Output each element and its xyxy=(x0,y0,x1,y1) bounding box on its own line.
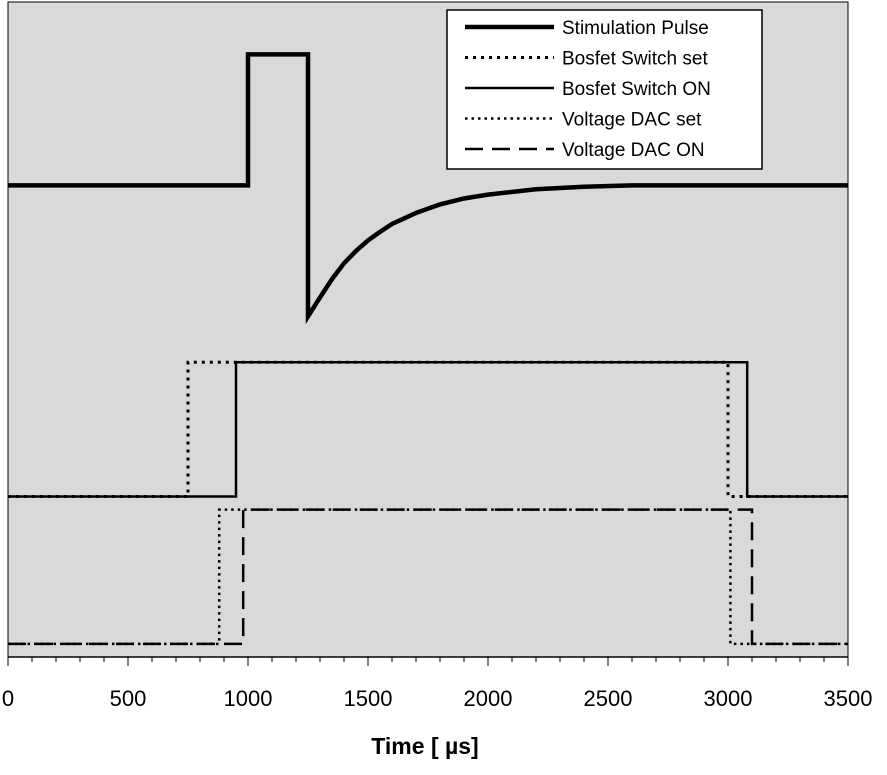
legend: Stimulation Pulse Bosfet Switch set Bosfet… xyxy=(446,9,763,170)
series-line-3 xyxy=(8,361,848,498)
legend-box xyxy=(446,9,763,170)
x-tick-label: 3000 xyxy=(704,686,753,711)
series-line-5 xyxy=(8,508,848,646)
x-tick-label: 0 xyxy=(2,686,14,711)
legend-label-1: Stimulation Pulse xyxy=(562,18,709,39)
x-tick-label: 2000 xyxy=(464,686,513,711)
x-tick-label: 1500 xyxy=(344,686,393,711)
x-tick-label: 500 xyxy=(110,686,147,711)
legend-label-4: Voltage DAC set xyxy=(562,110,702,131)
x-axis-ticks: 0 500 1000 1500 2000 2500 3000 3500 xyxy=(2,657,873,711)
legend-label-5: Voltage DAC ON xyxy=(562,140,705,161)
x-axis-title: Time [ µs] xyxy=(371,733,478,759)
x-tick-label: 2500 xyxy=(584,686,633,711)
legend-label-3: Bosfet Switch ON xyxy=(562,79,711,100)
legend-label-2: Bosfet Switch set xyxy=(562,49,708,70)
x-tick-label: 1000 xyxy=(224,686,273,711)
series-layer xyxy=(8,52,848,646)
x-tick-label: 3500 xyxy=(824,686,873,711)
series-line-1 xyxy=(8,52,848,325)
